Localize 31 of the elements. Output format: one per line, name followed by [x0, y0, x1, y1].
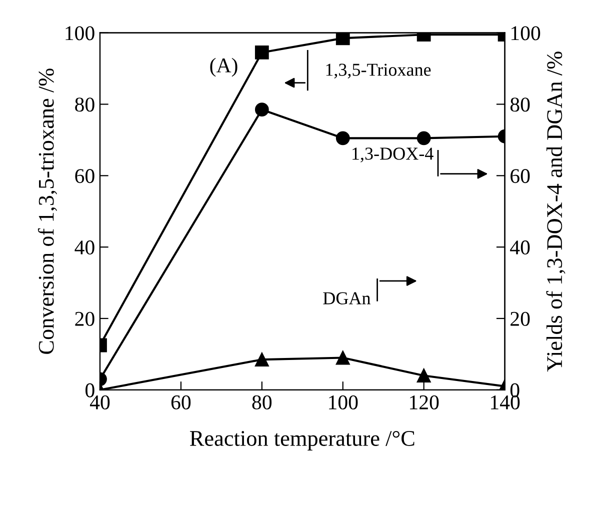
- x-tick-label: 100: [329, 395, 358, 410]
- y-tick-label: 40: [74, 240, 94, 254]
- x-tick-label: 40: [90, 395, 110, 410]
- point: [416, 368, 431, 383]
- y-tick-label: 0: [86, 383, 94, 398]
- x-tick-label: 60: [171, 395, 191, 410]
- x-axis-title: Reaction temperature /°C: [190, 430, 414, 450]
- y2-tick-label: 40: [510, 240, 530, 254]
- y2-tick-label: 20: [510, 312, 530, 326]
- y2-tick-label: 80: [510, 98, 530, 112]
- y-tick-label: 60: [75, 169, 94, 184]
- annotation: (A): [210, 58, 238, 77]
- y2-tick-label: 0: [510, 383, 520, 398]
- legend-label: 1,3-DOX-4: [352, 148, 434, 162]
- legend-label: DGAn: [323, 292, 371, 304]
- x-tick-label: 80: [252, 395, 272, 410]
- y-tick-label: 20: [75, 312, 94, 326]
- x-tick-label: 120: [410, 395, 439, 410]
- y-tick-label: 100: [66, 26, 94, 40]
- point: [336, 350, 350, 365]
- x-tick-label: 140: [491, 395, 520, 410]
- point: [254, 352, 269, 366]
- y-tick-label: 80: [75, 98, 94, 112]
- y2-tick-label: 60: [510, 169, 530, 184]
- series-label: 1,3,5-Trioxane: [326, 64, 431, 78]
- y2-tick-label: 100: [511, 26, 540, 40]
- point: [336, 131, 350, 146]
- y2-axis-title: Yields of 1,3-DOX-4 and DGAn /%: [546, 52, 566, 372]
- point: [416, 131, 431, 146]
- y-axis-title: Conversion of 1,3,5-trioxane /%: [38, 68, 58, 354]
- point: [254, 102, 269, 117]
